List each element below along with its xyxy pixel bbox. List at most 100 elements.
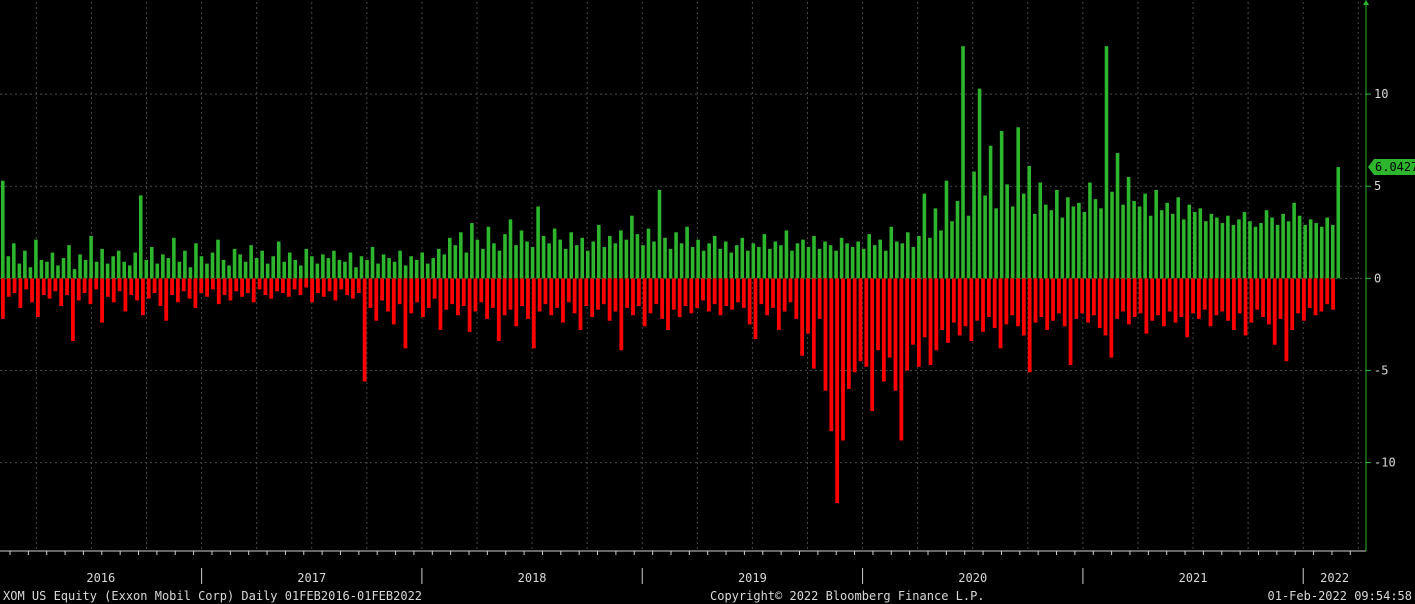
negative-bar xyxy=(275,278,279,292)
negative-bar xyxy=(601,278,606,305)
negative-bar xyxy=(368,278,373,308)
positive-bar xyxy=(326,258,331,279)
positive-bar xyxy=(547,243,551,279)
negative-bar xyxy=(286,278,291,297)
negative-bar xyxy=(636,278,641,306)
positive-bar xyxy=(287,252,292,279)
positive-bar xyxy=(1165,202,1169,279)
positive-bar xyxy=(1060,217,1065,279)
positive-bar xyxy=(348,252,353,279)
negative-bar xyxy=(1121,278,1125,312)
negative-bar xyxy=(1080,278,1085,314)
negative-bar xyxy=(689,278,694,314)
positive-bar xyxy=(1209,213,1214,279)
positive-bar xyxy=(1132,200,1136,279)
negative-bar xyxy=(566,278,571,303)
y-tick-label: -5 xyxy=(1374,363,1388,377)
positive-bar xyxy=(746,250,750,279)
positive-bar xyxy=(293,259,298,279)
negative-bar xyxy=(1010,278,1015,316)
negative-bar xyxy=(916,278,921,367)
negative-bar xyxy=(1243,278,1248,336)
positive-bar xyxy=(839,237,844,279)
negative-bar xyxy=(1284,278,1289,362)
positive-bar xyxy=(403,265,408,279)
positive-bar xyxy=(790,250,794,279)
negative-bar xyxy=(438,278,443,330)
positive-bar xyxy=(475,239,480,279)
negative-bar xyxy=(1091,278,1096,316)
y-axis-arrow xyxy=(1363,0,1369,5)
negative-bar xyxy=(969,278,974,341)
positive-bar xyxy=(674,232,678,279)
negative-bar xyxy=(957,278,962,336)
negative-bar xyxy=(701,278,705,301)
positive-bar xyxy=(34,239,38,279)
positive-bar xyxy=(878,239,883,279)
negative-bar xyxy=(537,278,542,312)
negative-bar xyxy=(1296,278,1300,314)
negative-bar xyxy=(992,278,997,329)
negative-bar xyxy=(811,278,816,369)
positive-bar xyxy=(72,269,77,279)
positive-bar xyxy=(61,258,66,279)
positive-bar xyxy=(232,248,237,279)
negative-bar xyxy=(1021,278,1026,336)
positive-bar xyxy=(210,252,215,279)
positive-bar xyxy=(701,250,706,279)
positive-bar xyxy=(183,250,187,279)
positive-bar xyxy=(519,230,524,279)
positive-bar xyxy=(1193,212,1197,279)
positive-bar xyxy=(1032,213,1037,279)
positive-bar xyxy=(872,245,877,279)
footer-timestamp: 01-Feb-2022 09:54:58 xyxy=(1267,589,1413,603)
positive-bar xyxy=(1253,226,1258,279)
positive-bar xyxy=(591,241,596,279)
negative-bar xyxy=(181,278,186,292)
positive-bar xyxy=(917,235,921,279)
positive-bar xyxy=(1016,127,1020,279)
negative-bar xyxy=(100,278,104,323)
positive-bar xyxy=(707,243,711,279)
negative-bar xyxy=(47,278,52,299)
negative-bar xyxy=(1231,278,1236,330)
negative-bar xyxy=(590,278,595,318)
positive-bar xyxy=(652,241,656,279)
negative-bar xyxy=(776,278,781,330)
positive-bar xyxy=(1297,215,1302,279)
negative-bar xyxy=(1156,278,1160,316)
positive-bar xyxy=(470,223,474,279)
negative-bar xyxy=(111,278,116,303)
positive-bar xyxy=(105,263,110,279)
negative-bar xyxy=(88,278,93,305)
negative-bar xyxy=(211,278,215,290)
negative-bar xyxy=(496,278,501,341)
positive-bar xyxy=(343,261,347,279)
negative-bar xyxy=(946,278,950,343)
negative-bar xyxy=(502,278,507,316)
positive-bar xyxy=(1154,189,1158,279)
x-tick-label: 2021 xyxy=(1179,571,1208,585)
negative-bar xyxy=(718,278,723,316)
negative-bar xyxy=(823,278,828,391)
positive-bar xyxy=(541,235,546,279)
positive-bar xyxy=(56,265,60,279)
negative-bar xyxy=(1150,278,1155,321)
positive-bar xyxy=(448,237,452,279)
negative-bar xyxy=(141,278,145,316)
positive-bar xyxy=(398,250,402,279)
positive-bar xyxy=(243,261,248,279)
positive-bar xyxy=(911,247,916,279)
positive-bar xyxy=(1071,206,1076,279)
negative-bar xyxy=(170,278,174,295)
positive-bar xyxy=(608,235,612,279)
positive-bar xyxy=(1204,221,1208,279)
negative-bar xyxy=(829,278,834,432)
negative-bar xyxy=(625,278,630,308)
positive-bar xyxy=(370,247,375,279)
negative-bar xyxy=(846,278,851,389)
negative-bar xyxy=(135,278,139,301)
positive-bar xyxy=(276,241,281,279)
positive-bar xyxy=(1044,204,1048,279)
negative-bar xyxy=(951,278,956,323)
